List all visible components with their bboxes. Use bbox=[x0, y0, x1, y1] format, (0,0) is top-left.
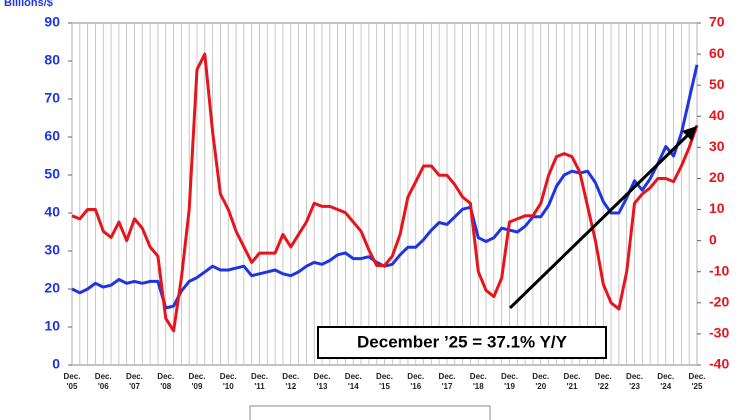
x-tick-label: Dec. '13 bbox=[314, 372, 331, 391]
x-tick-label: Dec. '05 bbox=[64, 372, 81, 391]
x-tick-label: Dec. '20 bbox=[532, 372, 549, 391]
annotation-box bbox=[317, 326, 607, 359]
x-tick-label: Dec. '16 bbox=[407, 372, 424, 391]
x-tick-label: Dec. '07 bbox=[126, 372, 143, 391]
y2-tick-label: -30 bbox=[709, 325, 729, 341]
y-axis-title: Billions/$ bbox=[4, 0, 53, 9]
x-tick-label: Dec. '18 bbox=[470, 372, 487, 391]
legend-box bbox=[249, 405, 491, 420]
y2-tick-label: 30 bbox=[709, 138, 725, 154]
y2-tick-label: 60 bbox=[709, 45, 725, 61]
annotation: December ’25 = 37.1% Y/Y bbox=[357, 332, 568, 351]
x-tick-label: Dec. '06 bbox=[95, 372, 112, 391]
y2-tick-label: 0 bbox=[709, 231, 717, 247]
x-tick-label: Dec. '12 bbox=[282, 372, 299, 391]
y-tick-label: 90 bbox=[44, 14, 60, 30]
x-tick-label: Dec. '25 bbox=[689, 372, 706, 391]
arrow-head bbox=[682, 126, 697, 141]
x-tick-label: Dec. '10 bbox=[220, 372, 237, 391]
x-tick-label: Dec. '23 bbox=[626, 372, 643, 391]
y2-tick-label: 20 bbox=[709, 169, 725, 185]
y-tick-label: 30 bbox=[44, 242, 60, 258]
trend-arrow bbox=[508, 131, 692, 310]
x-tick-label: Dec. '24 bbox=[657, 372, 674, 391]
x-tick-label: Dec. '17 bbox=[439, 372, 456, 391]
y-tick-label: 0 bbox=[52, 356, 60, 372]
y2-tick-label: 40 bbox=[709, 107, 725, 123]
y-tick-label: 40 bbox=[44, 204, 60, 220]
x-tick-label: Dec. '08 bbox=[157, 372, 174, 391]
x-tick-label: Dec. '22 bbox=[595, 372, 612, 391]
y2-tick-label: -40 bbox=[709, 356, 729, 372]
x-tick-label: Dec. '14 bbox=[345, 372, 362, 391]
y2-tick-label: 10 bbox=[709, 200, 725, 216]
y2-tick-label: -20 bbox=[709, 294, 729, 310]
x-tick-label: Dec. '19 bbox=[501, 372, 518, 391]
x-tick-label: Dec. '21 bbox=[564, 372, 581, 391]
y2-tick-label: -10 bbox=[709, 262, 729, 278]
y-tick-label: 20 bbox=[44, 280, 60, 296]
x-tick-label: Dec. '09 bbox=[189, 372, 206, 391]
y-tick-label: 60 bbox=[44, 128, 60, 144]
x-tick-label: Dec. '11 bbox=[251, 372, 268, 391]
x-tick-label: Dec. '15 bbox=[376, 372, 393, 391]
y-tick-label: 50 bbox=[44, 166, 60, 182]
y-tick-label: 80 bbox=[44, 52, 60, 68]
y-tick-label: 10 bbox=[44, 318, 60, 334]
y-tick-label: 70 bbox=[44, 90, 60, 106]
y2-tick-label: 50 bbox=[709, 76, 725, 92]
y2-tick-label: 70 bbox=[709, 14, 725, 30]
